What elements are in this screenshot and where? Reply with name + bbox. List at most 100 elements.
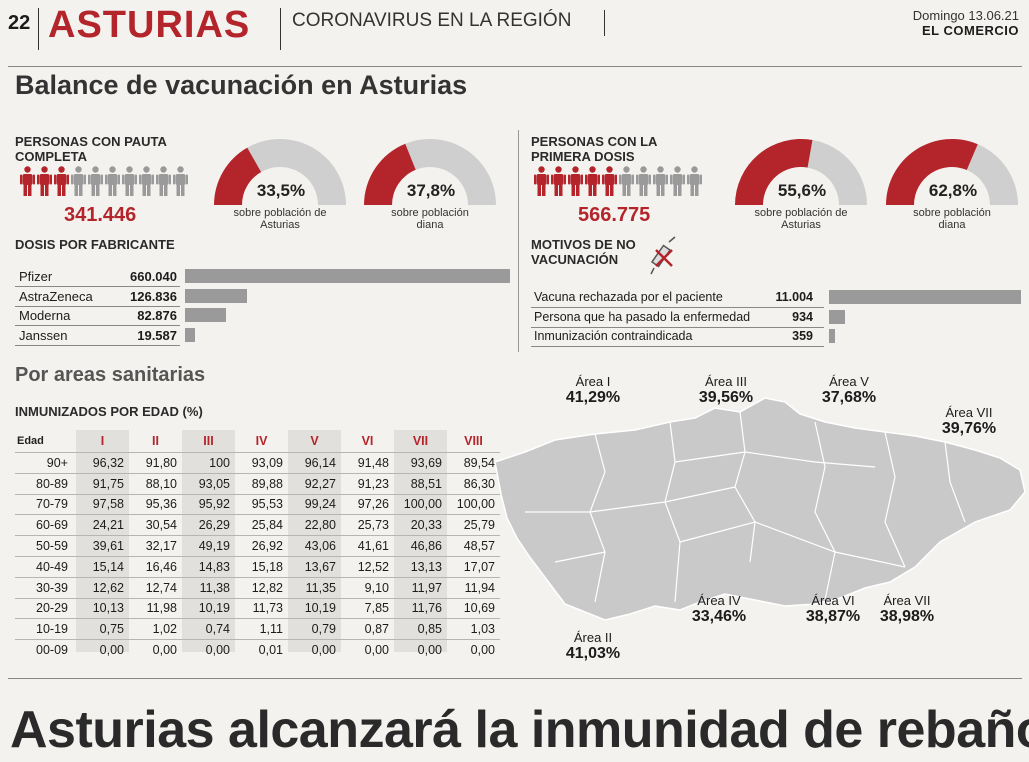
gauge-fill: [364, 143, 416, 205]
map-area-label: Área V 37,68%: [821, 374, 877, 406]
person-icon: [568, 166, 583, 196]
map-area-label: Área III 39,56%: [698, 374, 754, 406]
table-cell: 0,00: [394, 639, 447, 660]
area-column-header: V: [310, 434, 319, 448]
table-cell: 97,58: [76, 493, 129, 515]
gauge-caption: sobre población de Asturias: [233, 207, 327, 231]
table-cell: 25,79: [447, 514, 500, 536]
table-cell: 32,17: [129, 535, 182, 557]
area-column-header: VIII: [464, 434, 483, 448]
graphic-title: Balance de vacunación en Asturias: [15, 70, 468, 100]
age-group: 90+: [15, 452, 76, 474]
table-cell: 13,13: [394, 555, 447, 578]
table-row: 40-49 15,14 16,46 14,83 15,18 13,67 12,52 13,13…: [15, 555, 500, 578]
area-column-header: VI: [361, 434, 374, 448]
age-group: 40-49: [15, 555, 76, 578]
table-cell: 48,57: [447, 535, 500, 557]
table-cell: 15,14: [76, 555, 129, 578]
motivo-value: 359: [792, 329, 813, 343]
section-title: ASTURIAS: [48, 4, 251, 46]
gauge-value: 55,6%: [777, 181, 827, 200]
person-icon: [54, 166, 69, 196]
person-icon: [602, 166, 617, 196]
table-cell: 49,19: [182, 535, 235, 557]
row-rule: [15, 305, 180, 307]
gauge-pauta-asturias: 33,5% sobre población de Asturias: [212, 139, 348, 231]
table-cell: 93,05: [182, 472, 235, 495]
table-cell: 12,82: [235, 576, 288, 599]
table-cell: 41,61: [341, 535, 394, 557]
table-cell: 22,80: [288, 514, 341, 536]
table-cell: 95,53: [235, 493, 288, 515]
gauge-pauta-diana: 37,8% sobre población diana: [362, 139, 498, 231]
table-cell: 11,94: [447, 576, 500, 599]
motivo-value: 934: [792, 309, 813, 324]
table-cell: 12,52: [341, 555, 394, 578]
person-icon: [173, 166, 188, 196]
map-area-label: Área I 41,29%: [565, 374, 621, 406]
edad-table: Edad I II III IV V VI VII VIII 90+ 96,32 91,80 100 9…: [15, 430, 500, 660]
gauge-remainder: [247, 139, 346, 205]
table-cell: 0,00: [288, 639, 341, 660]
table-row: 20-29 10,13 11,98 10,19 11,73 10,19 7,85 11,76 1…: [15, 597, 500, 619]
header-divider: [604, 10, 605, 36]
gauge-value: 37,8%: [406, 181, 456, 200]
area-column-header: III: [203, 434, 214, 448]
primera-dosis-count: 566.775: [578, 204, 651, 226]
fabricante-value: 82.876: [137, 308, 177, 323]
row-rule: [531, 307, 824, 308]
gauge-remainder: [966, 144, 1018, 205]
motivo-name: Vacuna rechazada por el paciente: [534, 290, 723, 304]
table-cell: 10,13: [76, 597, 129, 619]
no-vacunacion-label: MOTIVOS DE NO VACUNACIÓN: [531, 237, 636, 267]
header-divider: [280, 8, 281, 50]
person-icon: [585, 166, 600, 196]
edad-table-label: INMUNIZADOS POR EDAD (%): [15, 404, 203, 419]
table-cell: 0,74: [182, 618, 235, 640]
motivo-bar: [829, 329, 836, 343]
table-cell: 86,30: [447, 472, 500, 495]
table-row: 70-79 97,58 95,36 95,92 95,53 99,24 97,26 100,0…: [15, 493, 500, 515]
fabricante-row: Janssen 19.587: [15, 326, 510, 346]
table-cell: 17,07: [447, 555, 500, 578]
article-headline: Asturias alcanzará la inmunidad de rebañ…: [10, 701, 1029, 759]
gauge-fill: [214, 147, 262, 205]
fabricante-row: Moderna 82.876: [15, 306, 510, 326]
table-cell: 95,36: [129, 493, 182, 515]
age-group: 60-69: [15, 514, 76, 536]
table-cell: 26,29: [182, 514, 235, 536]
row-rule: [531, 326, 824, 328]
person-icon: [653, 166, 668, 196]
table-cell: 25,84: [235, 514, 288, 536]
row-rule: [15, 325, 180, 326]
table-cell: 12,74: [129, 576, 182, 599]
table-cell: 92,27: [288, 472, 341, 495]
fabricante-name: AstraZeneca: [19, 288, 93, 304]
table-cell: 100,00: [447, 493, 500, 515]
table-cell: 96,32: [76, 452, 129, 474]
fabricante-name: Janssen: [19, 327, 68, 343]
age-group: 70-79: [15, 493, 76, 515]
no-vacunacion-row: Inmunización contraindicada 359: [531, 327, 1023, 347]
motivo-name: Persona que ha pasado la enfermedad: [534, 309, 751, 324]
table-cell: 0,79: [288, 618, 341, 640]
table-cell: 91,23: [341, 472, 394, 495]
age-group: 20-29: [15, 597, 76, 619]
table-cell: 93,09: [235, 452, 288, 474]
map-area-label: Área VII 39,76%: [941, 405, 997, 437]
footer-rule: [8, 678, 1022, 679]
table-row: 60-69 24,21 30,54 26,29 25,84 22,80 25,73 20,33…: [15, 514, 500, 536]
table-row: 00-09 0,00 0,00 0,00 0,01 0,00 0,00 0,00 0,00: [15, 639, 500, 660]
table-cell: 46,86: [394, 535, 447, 557]
pauta-completa-people: [20, 166, 188, 196]
gauge-fill: [886, 138, 978, 205]
fabricante-bar: [185, 288, 248, 303]
no-vacunacion-table: Vacuna rechazada por el paciente 11.004 Pe…: [531, 288, 1023, 347]
table-cell: 0,00: [341, 639, 394, 660]
table-cell: 12,62: [76, 576, 129, 599]
fabricante-row: Pfizer 660.040: [15, 267, 510, 287]
edad-column-header: Edad: [17, 435, 44, 447]
header-divider: [38, 8, 39, 50]
gauge-caption: sobre población de Asturias: [754, 207, 848, 231]
fabricante-table: Pfizer 660.040 AstraZeneca 126.836 Moderna 82…: [15, 267, 510, 346]
